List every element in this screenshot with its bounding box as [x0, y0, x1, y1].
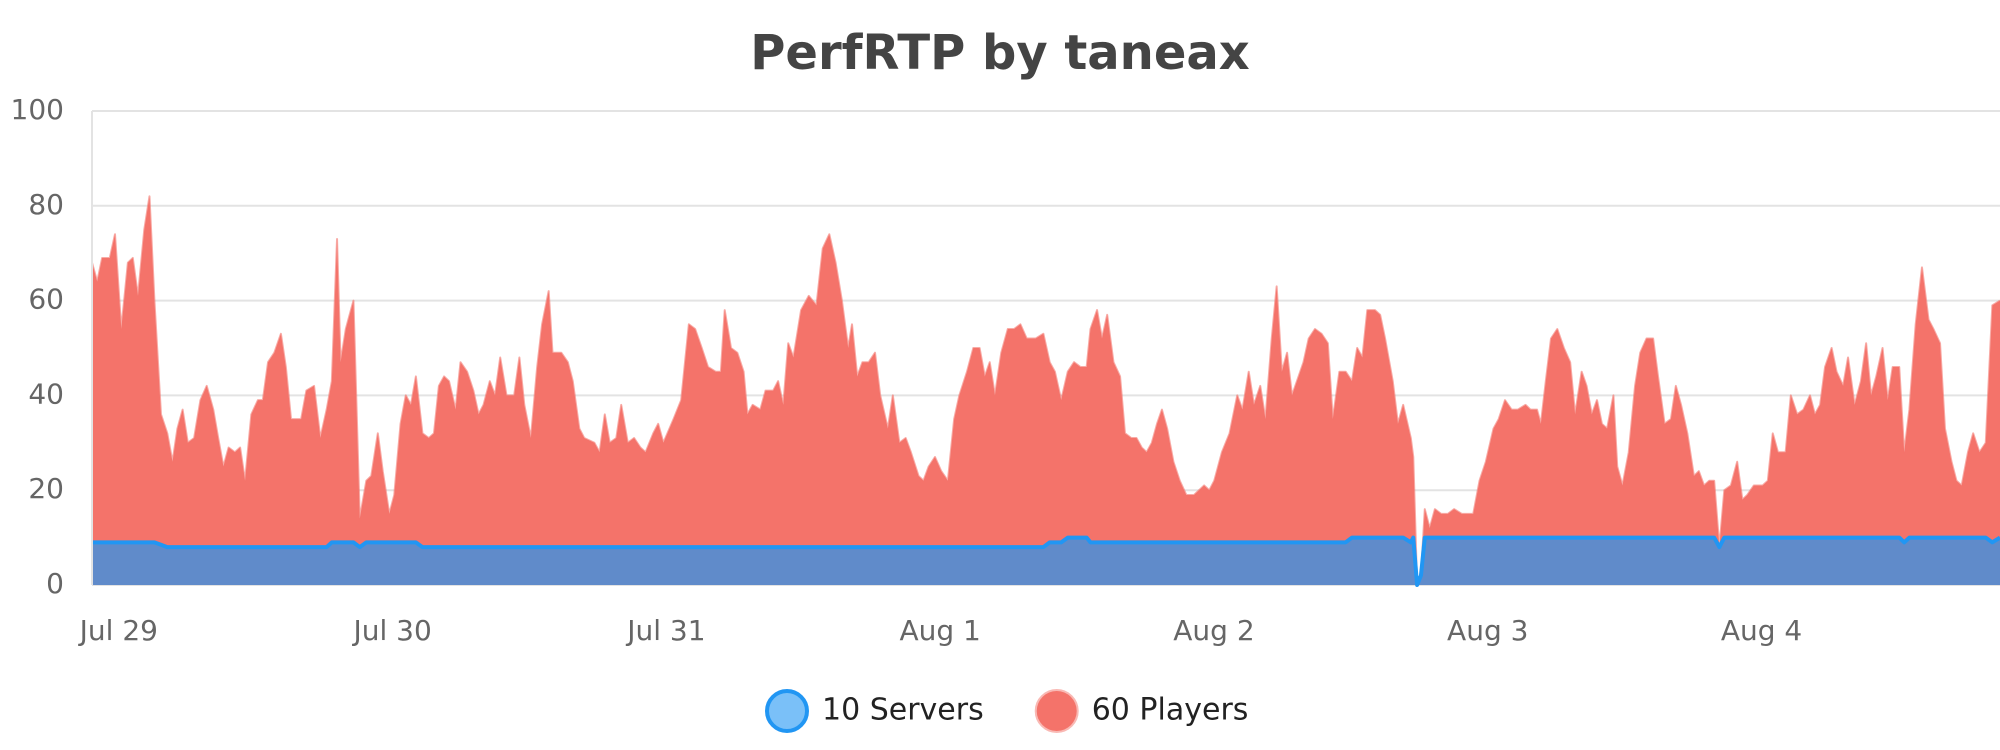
legend-marker [1034, 689, 1079, 733]
y-tick-label: 100 [11, 93, 64, 126]
y-tick-label: 40 [28, 377, 64, 410]
legend-label: 10 Servers [822, 693, 984, 728]
axes: 0 20 40 60 80 100 Jul 29 Jul 30 Jul 31 Aug 1 Aug 2… [11, 93, 1803, 647]
area-fill [92, 537, 2000, 585]
x-tick-label: Jul 29 [78, 614, 158, 647]
chart-title: PerfRTP by taneax [750, 25, 1250, 81]
legend-marker [765, 689, 809, 733]
x-tick-label: Jul 30 [351, 614, 431, 647]
x-tick-label: Jul 31 [625, 614, 705, 647]
area-line [92, 535, 2000, 587]
x-tick-label: Aug 4 [1721, 614, 1802, 647]
area-fill [92, 196, 2000, 585]
y-tick-label: 80 [28, 188, 64, 221]
legend: 10 Servers 60 Players [765, 689, 1249, 733]
area-line [91, 195, 2000, 586]
x-tick-label: Aug 2 [1173, 614, 1254, 647]
y-tick-label: 20 [28, 472, 64, 505]
legend-label: 60 Players [1092, 693, 1249, 728]
x-tick-label: Aug 1 [899, 614, 980, 647]
y-tick-label: 60 [28, 283, 64, 316]
y-tick-label: 0 [46, 567, 64, 600]
plot-area [91, 195, 2000, 587]
x-tick-label: Aug 3 [1447, 614, 1528, 647]
